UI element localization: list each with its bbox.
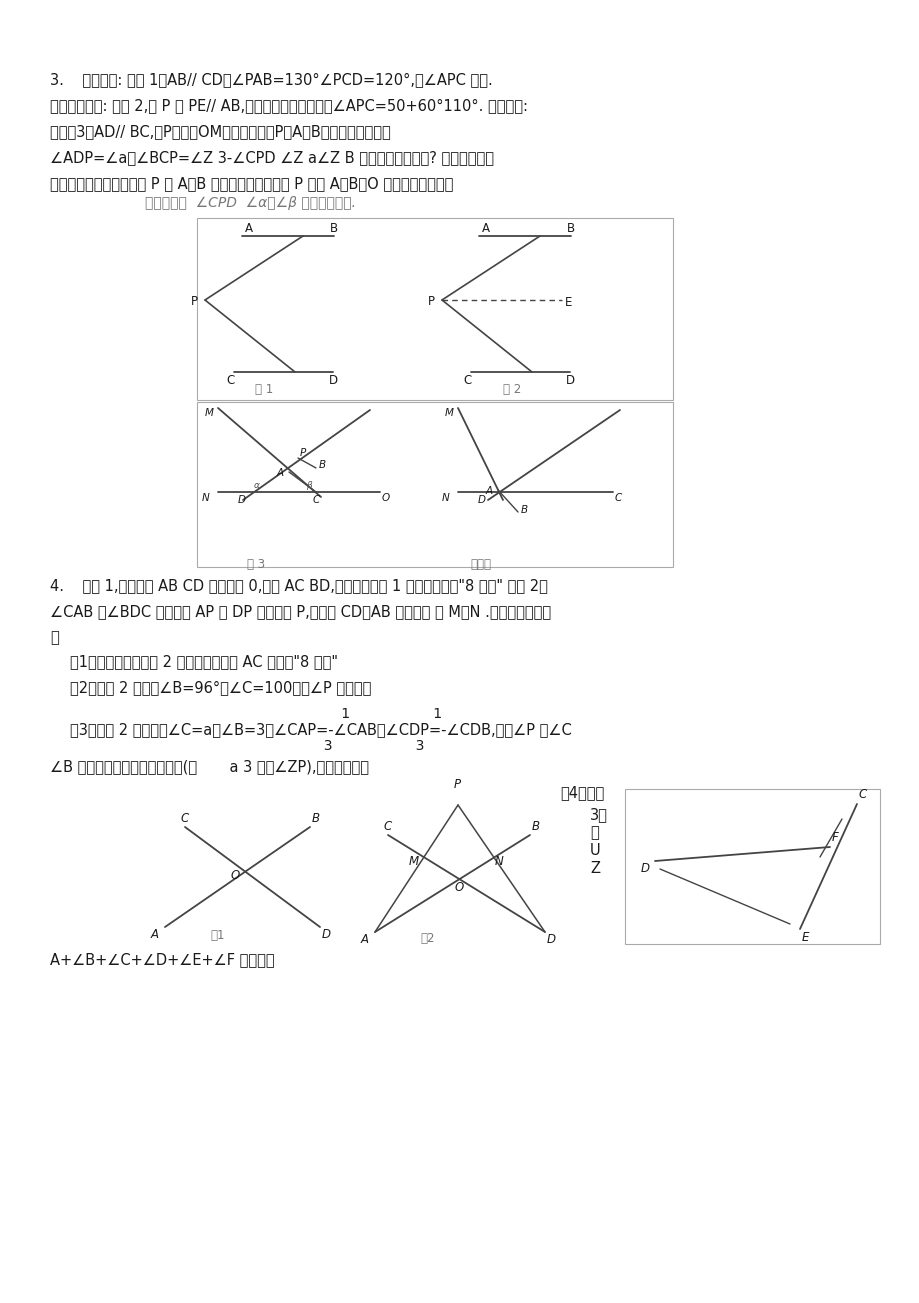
Text: B: B: [566, 222, 574, 235]
Text: 图 2: 图 2: [503, 383, 521, 396]
Text: ⑵在⑴的条件下，如果点 P 在 A、B 两点外侧运动时（点 P 与点 A、B、O 三点不重合），请: ⑵在⑴的条件下，如果点 P 在 A、B 两点外侧运动时（点 P 与点 A、B、O…: [50, 176, 453, 192]
Text: ∠CAB 和∠BDC 的平分线 AP 和 DP 相交于点 P,并且与 CD、AB 分别相交 于 M、N .试解答下列问题: ∠CAB 和∠BDC 的平分线 AP 和 DP 相交于点 P,并且与 CD、AB…: [50, 605, 550, 619]
Text: B: B: [319, 460, 325, 470]
Text: 你直接写出  ∠CPD  ∠α、∠β 间的数量关系.: 你直接写出 ∠CPD ∠α、∠β 间的数量关系.: [145, 195, 356, 210]
Text: α: α: [254, 481, 259, 490]
Text: 3                   3: 3 3: [70, 739, 424, 753]
Text: （3）在图 2 中，若设∠C=a，∠B=3，∠CAP=-∠CAB，∠CDP=-∠CDB,试问∠P 与∠C: （3）在图 2 中，若设∠C=a，∠B=3，∠CAP=-∠CAB，∠CDP=-∠…: [70, 722, 571, 737]
Text: ：: ：: [50, 629, 59, 645]
Text: 图2: 图2: [420, 932, 434, 945]
Text: A: A: [151, 928, 159, 941]
Text: A: A: [482, 222, 490, 235]
Text: U: U: [589, 843, 600, 857]
Text: F: F: [831, 831, 838, 844]
Text: 小明的思路是: 如图 2,过 P 作 PE// AB,通过平行线性质，可得∠APC=50+60°110°. 问题迁移:: 小明的思路是: 如图 2,过 P 作 PE// AB,通过平行线性质，可得∠AP…: [50, 98, 528, 113]
Text: 图 3: 图 3: [246, 558, 265, 571]
Text: 贝: 贝: [589, 825, 598, 840]
Text: B: B: [531, 820, 539, 833]
Text: 备用图: 备用图: [470, 558, 491, 571]
Text: C: C: [858, 788, 867, 801]
Text: B: B: [520, 506, 528, 515]
Text: D: D: [238, 495, 245, 506]
Text: A: A: [360, 933, 369, 946]
Text: 图1: 图1: [210, 929, 224, 942]
Text: D: D: [641, 863, 650, 876]
Text: D: D: [329, 374, 338, 387]
Text: C: C: [226, 374, 234, 387]
Bar: [624, 790, 879, 943]
Text: （2）在图 2 中，若∠B=96°，∠C=100，求∠P 的度数；: （2）在图 2 中，若∠B=96°，∠C=100，求∠P 的度数；: [70, 680, 371, 694]
Text: 3.    问题情境: 如图 1，AB// CD，∠PAB=130°∠PCD=120°,求∠APC 度数.: 3. 问题情境: 如图 1，AB// CD，∠PAB=130°∠PCD=120°…: [50, 72, 493, 87]
Text: A+∠B+∠C+∠D+∠E+∠F 的度数为: A+∠B+∠C+∠D+∠E+∠F 的度数为: [50, 952, 275, 967]
Text: P: P: [453, 778, 460, 791]
Text: 4.    如图 1,已知线段 AB CD 相交于点 0,连接 AC BD,我们把形如图 1 的图形称之为"8 字形" 如图 2，: 4. 如图 1,已知线段 AB CD 相交于点 0,连接 AC BD,我们把形如…: [50, 579, 548, 593]
Text: N: N: [494, 855, 504, 868]
Text: O: O: [231, 869, 240, 882]
Text: （4）如图: （4）如图: [560, 784, 604, 800]
Text: （1）仔细观察，在图 2 中有一个以线段 AC 为边的"8 字形": （1）仔细观察，在图 2 中有一个以线段 AC 为边的"8 字形": [70, 654, 337, 668]
Text: P: P: [300, 448, 306, 457]
Text: ⑴如图3，AD// BC,点P在射线OM上运动，当点P在A、B两点之间运动时，: ⑴如图3，AD// BC,点P在射线OM上运动，当点P在A、B两点之间运动时，: [50, 124, 391, 139]
Text: P: P: [427, 294, 435, 308]
Text: O: O: [381, 493, 390, 503]
Text: 图 1: 图 1: [255, 383, 273, 396]
Text: C: C: [614, 493, 621, 503]
Text: C: C: [383, 820, 391, 833]
Text: C: C: [181, 812, 189, 825]
Text: C: C: [462, 374, 471, 387]
Bar: [197, 403, 673, 567]
Text: E: E: [564, 296, 572, 309]
Text: A: A: [277, 468, 284, 478]
Text: C: C: [312, 495, 320, 506]
Text: 3，: 3，: [589, 807, 607, 822]
Text: N: N: [202, 493, 210, 503]
Text: E: E: [801, 932, 809, 943]
Text: M: M: [205, 408, 214, 418]
Text: M: M: [445, 408, 453, 418]
Text: D: D: [322, 928, 331, 941]
Text: A: A: [485, 486, 493, 496]
Text: ∠ADP=∠a，∠BCP=∠Z 3-∠CPD ∠Z a∠Z B 之间有何数量关系? 请说明理由；: ∠ADP=∠a，∠BCP=∠Z 3-∠CPD ∠Z a∠Z B 之间有何数量关系…: [50, 150, 494, 165]
Text: O: O: [455, 881, 464, 894]
Text: A: A: [244, 222, 253, 235]
Text: Z: Z: [589, 861, 599, 876]
Text: 1                   1: 1 1: [70, 708, 442, 721]
Text: D: D: [565, 374, 574, 387]
Text: ∠B 之间存在着怎样的数量关系(用       a 3 表示∠ZP),并说明理由；: ∠B 之间存在着怎样的数量关系(用 a 3 表示∠ZP),并说明理由；: [50, 760, 369, 774]
Bar: [197, 218, 673, 400]
Text: B: B: [330, 222, 338, 235]
Text: D: D: [547, 933, 555, 946]
Text: D: D: [478, 495, 485, 506]
Text: β: β: [306, 481, 312, 490]
Text: M: M: [409, 855, 419, 868]
Text: N: N: [441, 493, 449, 503]
Text: B: B: [312, 812, 320, 825]
Text: P: P: [191, 294, 198, 308]
